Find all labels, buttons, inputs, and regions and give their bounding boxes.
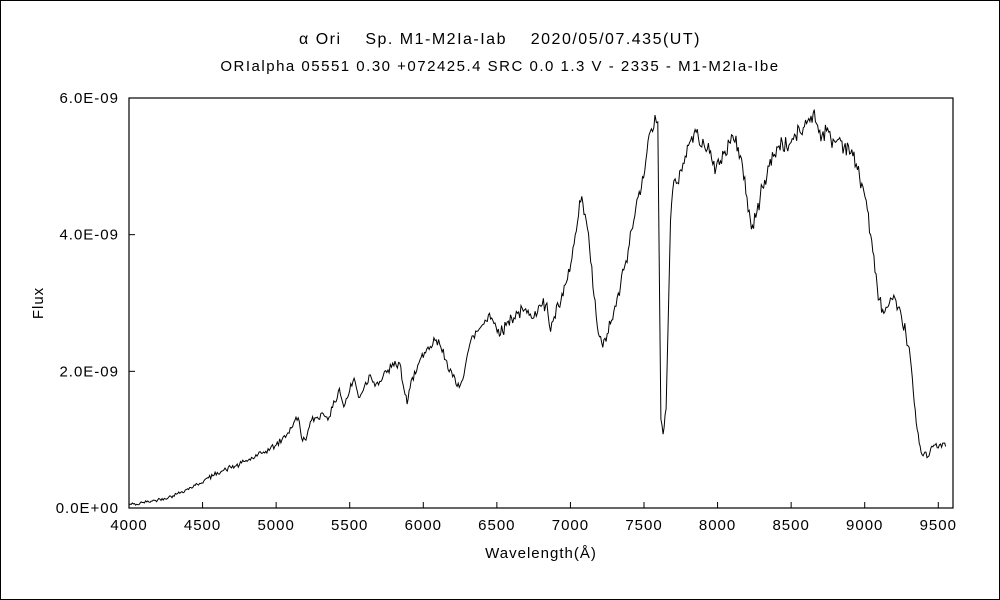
- chart-title: α Ori Sp. M1-M2Ia-Iab 2020/05/07.435(UT): [299, 31, 701, 48]
- y-axis-label: Flux: [30, 287, 47, 319]
- x-tick-label: 6000: [405, 517, 442, 534]
- x-tick-label: 5500: [331, 517, 368, 534]
- x-tick-label: 4000: [110, 517, 147, 534]
- plot-border: [128, 97, 954, 509]
- x-tick-label: 9000: [846, 517, 883, 534]
- spectrum-line: [128, 109, 947, 506]
- x-tick-label: 7500: [625, 517, 662, 534]
- x-tick-label: 8000: [699, 517, 736, 534]
- chart-subtitle: ORIalpha 05551 0.30 +072425.4 SRC 0.0 1.…: [220, 58, 780, 75]
- x-tick-label: 8500: [772, 517, 809, 534]
- y-tick-label: 2.0E-09: [59, 363, 119, 380]
- x-tick-label: 5000: [257, 517, 294, 534]
- x-tick-label: 9500: [920, 517, 957, 534]
- y-tick-label: 6.0E-09: [59, 90, 119, 107]
- x-tick-label: 6500: [478, 517, 515, 534]
- x-tick-label: 7000: [552, 517, 589, 534]
- x-axis-label: Wavelength(Å): [485, 545, 597, 562]
- x-tick-label: 4500: [184, 517, 221, 534]
- y-tick-label: 4.0E-09: [59, 227, 119, 244]
- y-tick-label: 0.0E+00: [56, 500, 119, 517]
